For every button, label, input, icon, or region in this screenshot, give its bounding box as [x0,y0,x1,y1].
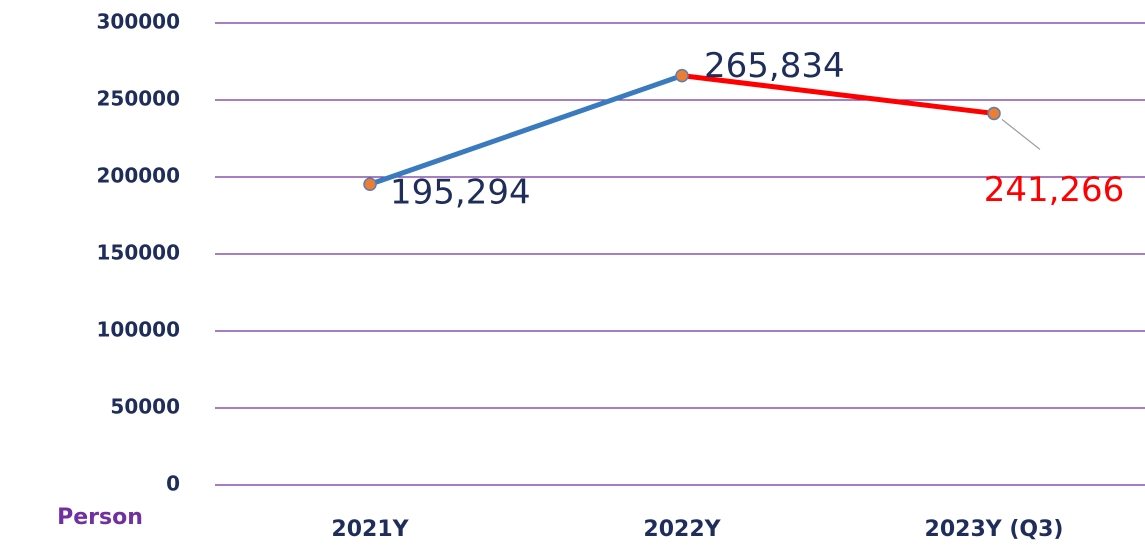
x-tick-label: 2023Y (Q3) [925,517,1064,542]
y-tick-label: 0 [166,472,180,496]
line-segment [367,73,685,187]
x-tick-label: 2022Y [643,517,721,542]
value-label: 195,294 [390,173,531,213]
value-label: 241,266 [984,170,1125,210]
y-tick-label: 100000 [97,318,181,342]
x-tick-label: 2021Y [331,517,409,542]
value-label: 265,834 [704,46,845,86]
y-tick-label: 150000 [97,241,181,265]
y-axis-label: Person [57,505,143,530]
line-segment [679,73,997,116]
y-tick-label: 300000 [97,10,181,34]
leader-line [1001,118,1041,150]
marker [987,106,1001,121]
marker [675,68,689,83]
y-tick-label: 200000 [97,164,181,188]
y-tick-label: 50000 [110,395,180,419]
y-tick-label: 250000 [97,87,181,111]
marker [363,177,377,191]
